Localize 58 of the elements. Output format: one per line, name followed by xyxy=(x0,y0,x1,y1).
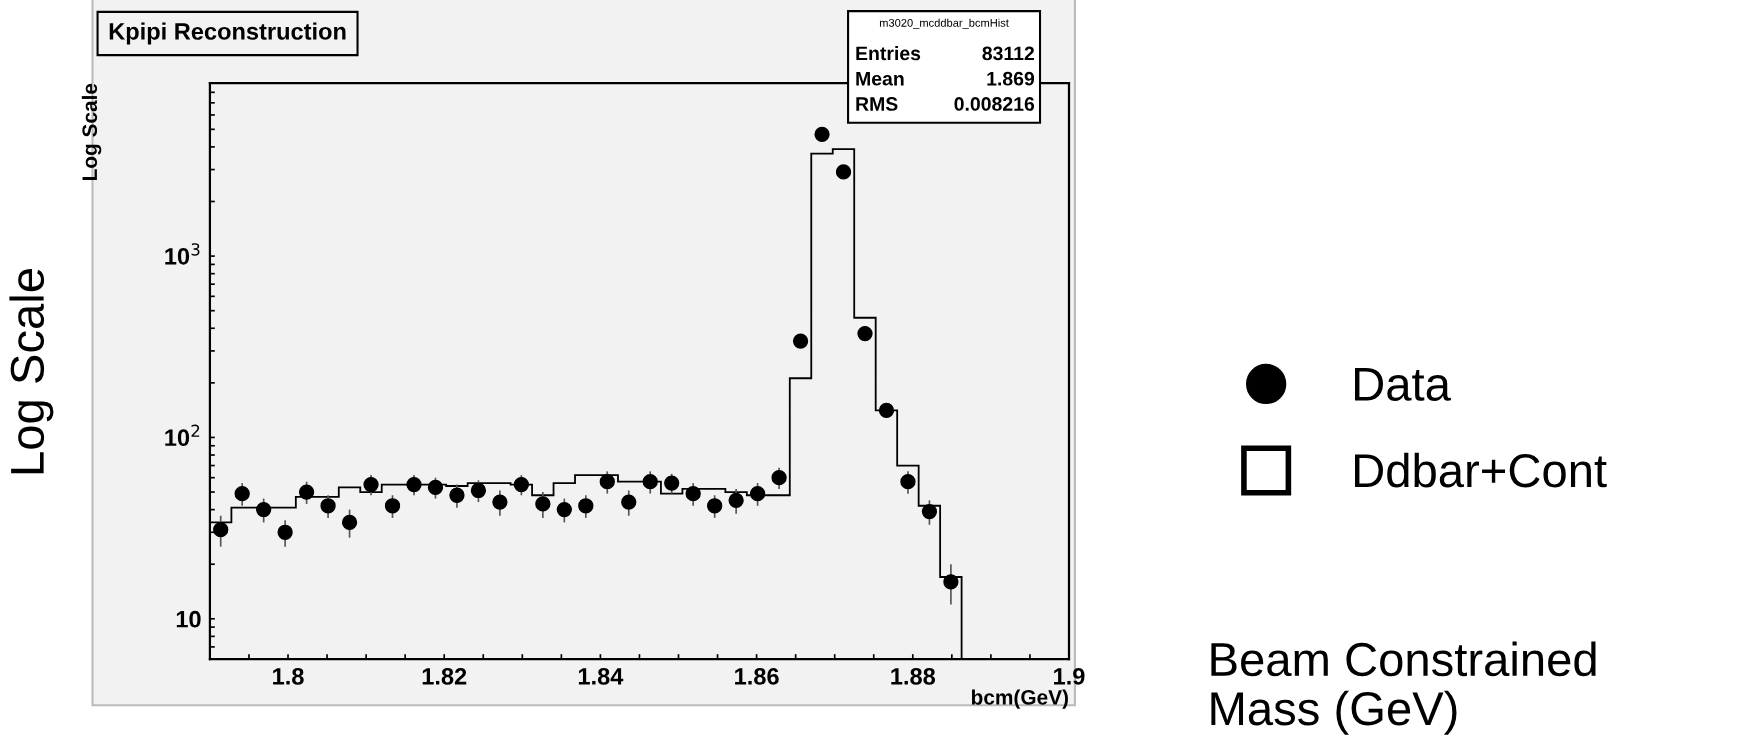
y-axis-title: Log Scale xyxy=(81,83,102,181)
point xyxy=(771,470,787,486)
point xyxy=(384,498,401,514)
point xyxy=(513,476,530,493)
point xyxy=(728,492,744,508)
point xyxy=(341,514,358,531)
legend-label: Data xyxy=(1355,367,1451,401)
point xyxy=(492,494,508,510)
point xyxy=(707,498,723,514)
point xyxy=(749,485,766,502)
point xyxy=(921,503,938,520)
y-tick-label: 10$^{3}$ xyxy=(165,243,200,265)
point xyxy=(213,522,229,538)
x-tick-label: 1.9 xyxy=(1054,667,1085,685)
text: Entries xyxy=(856,45,921,61)
y-tick-label: 10$^{2}$ xyxy=(165,424,200,447)
x-tick-label: 1.8 xyxy=(273,667,304,685)
point xyxy=(621,494,637,510)
point xyxy=(298,484,315,500)
x-tick-label: 1.82 xyxy=(422,667,467,685)
point xyxy=(900,474,916,490)
point xyxy=(470,482,487,499)
annotation: RMS xyxy=(856,97,898,111)
x-tick-label: 1.86 xyxy=(735,667,779,685)
point xyxy=(277,524,293,540)
text: Log Scale xyxy=(9,269,54,474)
point xyxy=(835,164,852,180)
chart-title: Kpipi Reconstruction xyxy=(109,22,346,45)
x-tick-label: 1.84 xyxy=(578,667,624,685)
point xyxy=(363,476,379,493)
point xyxy=(642,474,658,490)
point xyxy=(406,476,422,493)
point xyxy=(320,498,336,514)
annotation: 0.008216 xyxy=(954,97,1035,111)
point xyxy=(943,574,959,590)
point xyxy=(792,333,809,349)
point xyxy=(535,496,551,512)
annotation: 1.869 xyxy=(987,71,1035,86)
point xyxy=(578,498,594,514)
point xyxy=(556,501,572,518)
point xyxy=(685,485,701,502)
point xyxy=(449,487,465,503)
point xyxy=(234,485,250,502)
point xyxy=(814,126,830,143)
annotation: Mean xyxy=(856,72,904,86)
text: Beam Constrained Mass (GeV) xyxy=(1211,641,1596,735)
point xyxy=(878,402,895,419)
point xyxy=(857,325,873,342)
x-tick-label: 1.88 xyxy=(891,667,936,685)
point xyxy=(599,474,615,490)
y-tick-label: 10 xyxy=(176,610,201,628)
point xyxy=(427,479,444,496)
legend-label: Ddbar+Cont xyxy=(1355,452,1607,488)
x-axis-title: bcm(GeV) xyxy=(971,689,1068,709)
text: 83112 xyxy=(982,46,1035,61)
text: m3020_mcddbar_bcmHist xyxy=(879,18,1009,29)
point xyxy=(664,475,680,491)
point xyxy=(256,501,272,518)
